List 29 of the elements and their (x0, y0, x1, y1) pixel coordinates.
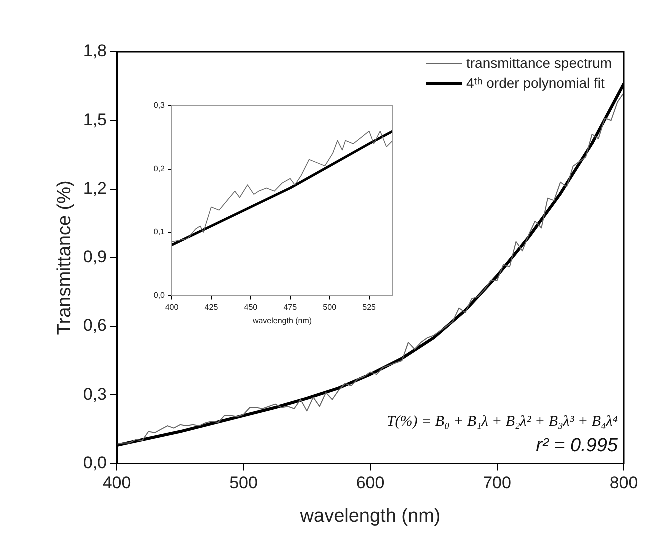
annotation: T(%) = B₀ + B₁λ + B₂λ² + B₃λ³ + B₄λ⁴ (386, 414, 618, 430)
x-tick-label: 525 (362, 302, 377, 312)
x-tick-label: 700 (483, 474, 512, 493)
legend-label: 4ᵗʰ order polynomial fit (466, 74, 606, 91)
y-tick-label: 0,3 (83, 384, 107, 404)
x-tick-label: 475 (284, 302, 298, 312)
x-tick-label: 400 (165, 302, 180, 312)
x-tick-label: 400 (102, 474, 132, 493)
y-tick-label: 1,2 (83, 178, 107, 198)
y-tick-label: 0,0 (154, 291, 166, 300)
x-axis-title: wavelength (nm) (252, 316, 312, 326)
annotation: r² = 0.995 (536, 436, 618, 457)
y-tick-label: 0,9 (83, 248, 107, 267)
y-tick-label: 0,1 (154, 228, 166, 237)
x-axis-title: wavelength (nm) (299, 506, 441, 527)
x-tick-label: 450 (244, 302, 258, 312)
y-tick-label: 1,8 (83, 42, 107, 61)
y-tick-label: 1,5 (83, 110, 107, 130)
x-tick-label: 600 (356, 474, 385, 493)
legend-label: transmittance spectrum (466, 54, 612, 71)
x-tick-label: 800 (610, 474, 638, 493)
x-tick-label: 500 (323, 302, 338, 312)
y-tick-label: 0,0 (83, 453, 107, 472)
x-tick-label: 500 (230, 474, 258, 493)
y-tick-label: 0,3 (154, 101, 166, 110)
y-axis-title: Transmittance (%) (54, 180, 76, 336)
y-tick-label: 0,2 (154, 164, 166, 174)
x-tick-label: 425 (204, 302, 219, 312)
y-tick-label: 0,6 (83, 316, 107, 336)
